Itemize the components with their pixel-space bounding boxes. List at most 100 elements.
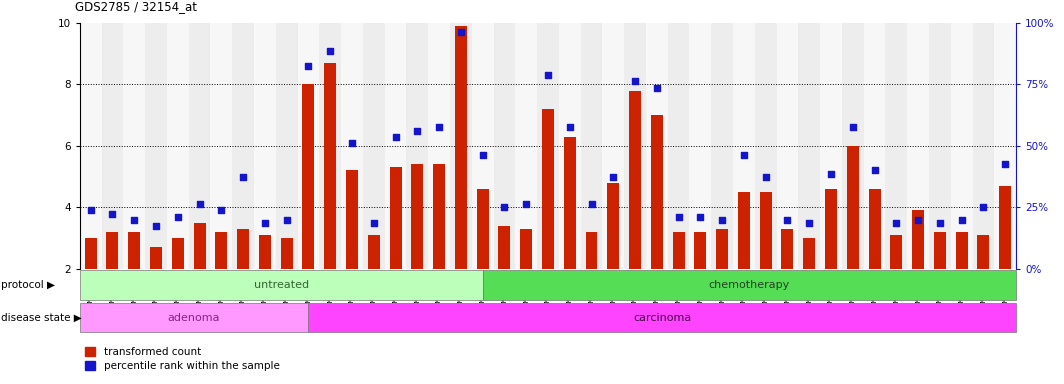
Bar — [276, 23, 298, 269]
Bar — [483, 270, 1016, 300]
Bar — [885, 23, 908, 269]
Point — [256, 220, 273, 226]
Bar — [428, 23, 450, 269]
Point — [518, 201, 535, 207]
Bar — [520, 229, 532, 269]
Point — [583, 201, 600, 207]
Point — [822, 170, 839, 177]
Point — [126, 217, 143, 223]
Bar — [711, 23, 733, 269]
Bar — [820, 23, 842, 269]
Bar — [672, 232, 684, 269]
Bar — [537, 23, 559, 269]
Bar — [668, 23, 689, 269]
Bar — [716, 229, 728, 269]
Point — [931, 220, 948, 226]
Bar — [215, 232, 228, 269]
Bar — [754, 23, 777, 269]
Bar — [194, 223, 205, 269]
Bar — [646, 23, 668, 269]
Bar — [232, 23, 254, 269]
Bar — [689, 23, 711, 269]
Point — [365, 220, 382, 226]
Bar — [167, 23, 188, 269]
Bar — [389, 167, 401, 269]
Bar — [559, 23, 581, 269]
Bar — [412, 164, 423, 269]
Point — [300, 63, 317, 69]
Point — [452, 29, 469, 35]
Bar — [450, 23, 471, 269]
Point — [431, 124, 448, 131]
Bar — [625, 23, 646, 269]
Point — [670, 214, 687, 220]
Point — [82, 207, 99, 214]
Bar — [498, 226, 511, 269]
Bar — [363, 23, 385, 269]
Bar — [254, 23, 276, 269]
Bar — [433, 164, 445, 269]
Bar — [237, 229, 249, 269]
Point — [887, 220, 904, 226]
Bar — [695, 232, 706, 269]
Bar — [955, 232, 967, 269]
Text: protocol ▶: protocol ▶ — [1, 280, 55, 290]
Point — [910, 217, 927, 223]
Point — [604, 174, 621, 180]
Bar — [123, 23, 145, 269]
Point — [779, 217, 796, 223]
Point — [692, 214, 709, 220]
Point — [148, 223, 165, 229]
Bar — [999, 186, 1011, 269]
Point — [213, 207, 230, 214]
Text: chemotherapy: chemotherapy — [709, 280, 789, 290]
Bar — [542, 109, 554, 269]
Text: carcinoma: carcinoma — [633, 313, 692, 323]
Bar — [908, 23, 929, 269]
Text: GDS2785 / 32154_at: GDS2785 / 32154_at — [76, 0, 197, 13]
Text: untreated: untreated — [253, 280, 309, 290]
Bar — [585, 232, 598, 269]
Bar — [972, 23, 995, 269]
Point — [234, 174, 251, 180]
Bar — [150, 247, 162, 269]
Bar — [406, 23, 428, 269]
Bar — [477, 189, 488, 269]
Bar — [80, 23, 101, 269]
Bar — [101, 23, 123, 269]
Point — [648, 84, 665, 91]
Point — [953, 217, 970, 223]
Bar — [211, 23, 232, 269]
Point — [409, 127, 426, 134]
Bar — [188, 23, 211, 269]
Point — [561, 124, 578, 131]
Bar — [738, 192, 750, 269]
Legend: transformed count, percentile rank within the sample: transformed count, percentile rank withi… — [85, 347, 280, 371]
Bar — [733, 23, 754, 269]
Bar — [951, 23, 972, 269]
Bar — [581, 23, 602, 269]
Bar — [864, 23, 885, 269]
Bar — [781, 229, 794, 269]
Point — [627, 78, 644, 84]
Bar — [309, 303, 1016, 333]
Bar — [455, 26, 467, 269]
Bar — [629, 91, 641, 269]
Bar — [471, 23, 494, 269]
Bar — [129, 232, 140, 269]
Bar — [298, 23, 319, 269]
Bar — [319, 23, 342, 269]
Bar — [385, 23, 406, 269]
Bar — [803, 238, 815, 269]
Point — [975, 204, 992, 210]
Bar — [777, 23, 798, 269]
Bar — [368, 235, 380, 269]
Bar — [106, 232, 118, 269]
Bar — [80, 303, 309, 333]
Point — [539, 72, 556, 78]
Bar — [651, 115, 663, 269]
Bar — [995, 23, 1016, 269]
Bar — [302, 84, 315, 269]
Point — [758, 174, 775, 180]
Bar — [85, 238, 97, 269]
